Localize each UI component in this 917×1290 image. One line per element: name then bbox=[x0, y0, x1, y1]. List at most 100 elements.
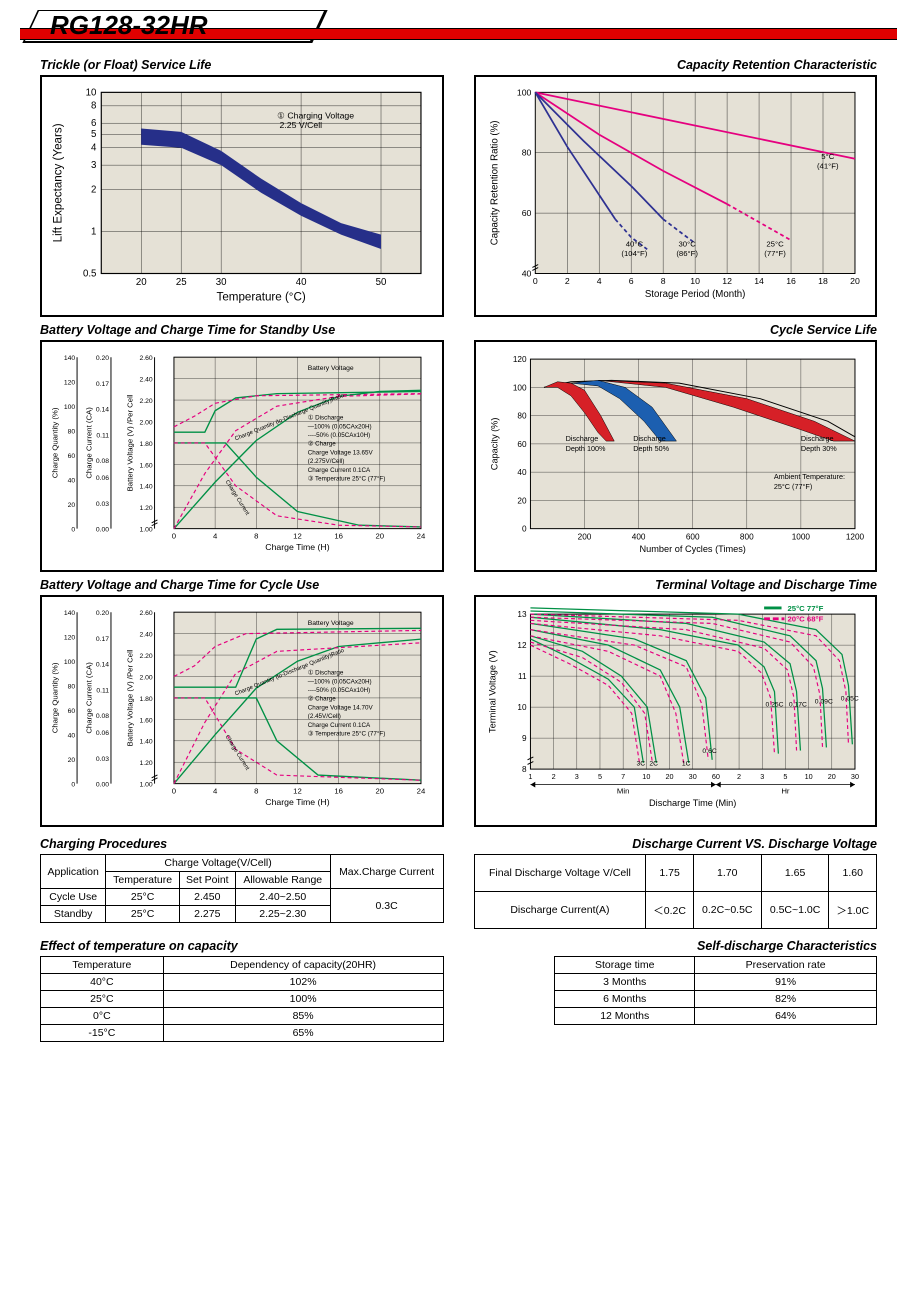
svg-text:60: 60 bbox=[711, 772, 719, 781]
svg-text:① Discharge: ① Discharge bbox=[308, 415, 344, 422]
svg-text:1.00: 1.00 bbox=[139, 782, 152, 789]
svg-text:8: 8 bbox=[521, 765, 526, 774]
svg-text:Discharge Time (Min): Discharge Time (Min) bbox=[649, 798, 736, 808]
svg-text:10: 10 bbox=[690, 276, 700, 286]
table4-title: Self-discharge Characteristics bbox=[474, 939, 878, 953]
svg-text:80: 80 bbox=[68, 429, 76, 436]
svg-text:0.17: 0.17 bbox=[96, 636, 109, 643]
svg-text:Charge Quantity (%): Charge Quantity (%) bbox=[51, 662, 60, 733]
svg-text:0.11: 0.11 bbox=[96, 687, 109, 694]
svg-text:20: 20 bbox=[68, 502, 76, 509]
svg-text:2: 2 bbox=[564, 276, 569, 286]
svg-text:Terminal Voltage (V): Terminal Voltage (V) bbox=[487, 650, 497, 733]
svg-text:100: 100 bbox=[516, 87, 531, 97]
svg-text:3C: 3C bbox=[636, 760, 645, 767]
svg-text:20: 20 bbox=[375, 786, 384, 795]
table-row: Cycle Use 25°C 2.450 2.40~2.50 0.3C bbox=[41, 889, 444, 906]
svg-text:2.00: 2.00 bbox=[139, 674, 152, 681]
svg-text:Charge Current 0.1CA: Charge Current 0.1CA bbox=[308, 722, 371, 729]
svg-text:3: 3 bbox=[91, 160, 96, 171]
svg-text:600: 600 bbox=[685, 532, 699, 541]
svg-text:0.03: 0.03 bbox=[96, 756, 109, 763]
svg-text:800: 800 bbox=[739, 532, 753, 541]
th-range: Allowable Range bbox=[235, 872, 330, 889]
svg-text:Charge Quantity (%): Charge Quantity (%) bbox=[51, 407, 60, 478]
svg-text:20: 20 bbox=[827, 772, 835, 781]
svg-text:(2.275V/Cell): (2.275V/Cell) bbox=[308, 458, 345, 465]
svg-text:0.17C: 0.17C bbox=[788, 702, 806, 709]
chart5-title: Battery Voltage and Charge Time for Cycl… bbox=[40, 578, 444, 592]
svg-text:60: 60 bbox=[68, 453, 76, 460]
svg-text:② Charge: ② Charge bbox=[308, 696, 336, 703]
svg-text:20: 20 bbox=[665, 772, 673, 781]
chart4-svg: 20040060080010001200020406080100120Disch… bbox=[482, 348, 870, 564]
svg-text:Charge Current (CA): Charge Current (CA) bbox=[85, 662, 94, 734]
svg-text:0.11: 0.11 bbox=[96, 432, 109, 439]
svg-text:1.20: 1.20 bbox=[139, 505, 152, 512]
svg-text:40: 40 bbox=[296, 277, 307, 288]
svg-text:120: 120 bbox=[64, 380, 76, 387]
th-max: Max.Charge Current bbox=[330, 855, 443, 889]
chart3-title: Battery Voltage and Charge Time for Stan… bbox=[40, 323, 444, 337]
svg-text:11: 11 bbox=[518, 672, 527, 681]
svg-text:Battery Voltage (V) /Per Cell: Battery Voltage (V) /Per Cell bbox=[125, 394, 134, 491]
svg-text:80: 80 bbox=[521, 148, 531, 158]
chart2-title: Capacity Retention Characteristic bbox=[474, 58, 878, 72]
svg-text:10: 10 bbox=[804, 772, 812, 781]
svg-text:12: 12 bbox=[517, 641, 527, 650]
svg-text:1C: 1C bbox=[681, 760, 690, 767]
chart6-frame: 123571020306023510203089101112133C2C1C0.… bbox=[474, 595, 878, 827]
svg-text:Charge Time (H): Charge Time (H) bbox=[265, 542, 329, 552]
chart4-title: Cycle Service Life bbox=[474, 323, 878, 337]
chart2-svg: 024681012141618204060801005°C(41°F)25°C(… bbox=[482, 83, 870, 309]
svg-text:—100% (0.05CAx20H): —100% (0.05CAx20H) bbox=[308, 423, 372, 430]
svg-text:60: 60 bbox=[517, 440, 527, 449]
svg-text:0: 0 bbox=[172, 531, 176, 540]
svg-text:0.14: 0.14 bbox=[96, 407, 109, 414]
svg-text:Battery Voltage (V) /Per Cell: Battery Voltage (V) /Per Cell bbox=[125, 649, 134, 746]
svg-text:9: 9 bbox=[521, 734, 526, 743]
svg-text:40: 40 bbox=[517, 468, 527, 477]
svg-text:25°C(77°F): 25°C(77°F) bbox=[764, 239, 786, 258]
svg-text:2.60: 2.60 bbox=[139, 610, 152, 617]
charging-procedures-table: Application Charge Voltage(V/Cell) Max.C… bbox=[40, 854, 444, 923]
svg-text:Hr: Hr bbox=[781, 786, 790, 795]
svg-text:16: 16 bbox=[334, 786, 343, 795]
svg-text:5: 5 bbox=[597, 772, 601, 781]
svg-text:12: 12 bbox=[293, 531, 302, 540]
svg-text:30°C(86°F): 30°C(86°F) bbox=[676, 239, 698, 258]
chart5-svg: 048121620240204060801001201400.000.030.0… bbox=[48, 603, 436, 819]
discharge-current-table: Final Discharge Voltage V/Cell 1.75 1.70… bbox=[474, 854, 878, 929]
svg-text:1: 1 bbox=[528, 772, 532, 781]
svg-text:2: 2 bbox=[91, 185, 96, 196]
svg-text:20: 20 bbox=[136, 277, 147, 288]
svg-text:1.40: 1.40 bbox=[139, 739, 152, 746]
svg-text:----50% (0.05CAx10H): ----50% (0.05CAx10H) bbox=[308, 687, 370, 694]
svg-text:0.25C: 0.25C bbox=[765, 702, 783, 709]
svg-text:2.40: 2.40 bbox=[139, 632, 152, 639]
svg-text:120: 120 bbox=[512, 355, 526, 364]
svg-text:Capacity Retention Ratio (%): Capacity Retention Ratio (%) bbox=[489, 121, 500, 246]
max-cell: 0.3C bbox=[330, 889, 443, 923]
svg-text:③ Temperature 25°C (77°F): ③ Temperature 25°C (77°F) bbox=[308, 730, 386, 738]
svg-text:60: 60 bbox=[68, 708, 76, 715]
svg-text:5: 5 bbox=[91, 129, 96, 140]
svg-text:120: 120 bbox=[64, 635, 76, 642]
svg-text:100: 100 bbox=[64, 404, 76, 411]
svg-text:DischargeDepth 30%: DischargeDepth 30% bbox=[800, 434, 836, 453]
svg-text:10: 10 bbox=[517, 703, 527, 712]
svg-text:0.17: 0.17 bbox=[96, 381, 109, 388]
svg-text:12: 12 bbox=[293, 786, 302, 795]
svg-text:20°C 68°F: 20°C 68°F bbox=[787, 615, 823, 624]
chart3-svg: 048121620240204060801001201400.000.030.0… bbox=[48, 348, 436, 564]
svg-text:2.00: 2.00 bbox=[139, 419, 152, 426]
svg-text:0.03: 0.03 bbox=[96, 501, 109, 508]
svg-text:Battery Voltage: Battery Voltage bbox=[308, 620, 354, 627]
svg-text:(2.45V/Cell): (2.45V/Cell) bbox=[308, 713, 341, 720]
svg-text:Charge Current (CA): Charge Current (CA) bbox=[85, 407, 94, 479]
svg-text:1200: 1200 bbox=[845, 532, 864, 541]
chart5-frame: 048121620240204060801001201400.000.030.0… bbox=[40, 595, 444, 827]
svg-text:Number of Cycles (Times): Number of Cycles (Times) bbox=[639, 544, 745, 554]
svg-text:2.40: 2.40 bbox=[139, 377, 152, 384]
svg-text:—100% (0.05CAx20H): —100% (0.05CAx20H) bbox=[308, 678, 372, 685]
